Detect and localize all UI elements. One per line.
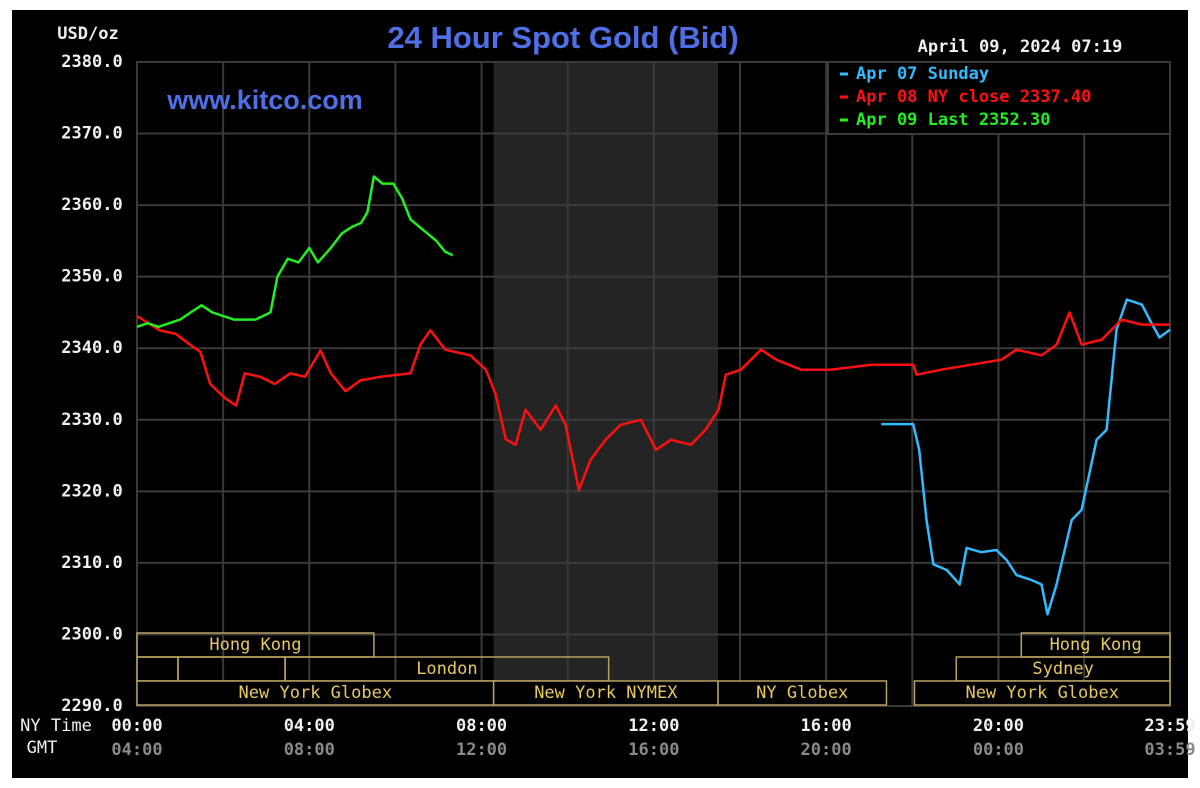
timestamp: April 09, 2024 07:19	[918, 37, 1123, 57]
x2-tick-label: 12:00	[456, 740, 507, 760]
chart-title: 24 Hour Spot Gold (Bid)	[387, 20, 738, 55]
y-tick-label: 2340.0	[61, 338, 122, 358]
unit-label: USD/oz	[57, 24, 118, 44]
y-tick-label: 2370.0	[61, 124, 122, 144]
x-tick-label: 04:00	[284, 716, 335, 736]
x2-tick-label: 00:00	[973, 740, 1024, 760]
y-tick-label: 2290.0	[61, 696, 122, 716]
y-tick-label: 2380.0	[61, 52, 122, 72]
session-box	[492, 680, 719, 706]
session-box	[913, 680, 1171, 706]
session-label: New York Globex	[965, 683, 1119, 703]
x2-tick-label: 08:00	[284, 740, 335, 760]
session-box	[717, 680, 888, 706]
y-tick-label: 2350.0	[61, 267, 122, 287]
legend-label: Apr 08 NY close 2337.40	[856, 87, 1091, 107]
session-label: Hong Kong	[1050, 635, 1142, 655]
plot-layer	[136, 61, 1171, 707]
watermark: www.kitco.com	[166, 85, 363, 115]
x2-axis-label: GMT	[27, 738, 58, 758]
x-tick-label: 23:59	[1144, 716, 1195, 736]
session-label: Hong Kong	[209, 635, 301, 655]
session-label: New York Globex	[239, 683, 393, 703]
legend-label: Apr 09 Last 2352.30	[856, 110, 1050, 130]
x2-tick-label: 20:00	[801, 740, 852, 760]
x2-tick-label: 03:59	[1144, 740, 1195, 760]
x2-tick-label: 04:00	[111, 740, 162, 760]
x-tick-label: 16:00	[801, 716, 852, 736]
x-tick-label: 00:00	[111, 716, 162, 736]
shaded-session	[493, 62, 719, 706]
y-tick-label: 2300.0	[61, 624, 122, 644]
y-tick-label: 2310.0	[61, 553, 122, 573]
series-line	[136, 175, 454, 329]
plot-frame	[136, 61, 1171, 707]
legend-box	[827, 61, 1171, 135]
series-line	[881, 298, 1171, 616]
session-box	[136, 680, 495, 706]
session-label: NY Globex	[756, 683, 848, 703]
x2-tick-label: 16:00	[628, 740, 679, 760]
x-tick-label: 08:00	[456, 716, 507, 736]
x-tick-label: 12:00	[628, 716, 679, 736]
series-line	[136, 311, 1170, 492]
session-label: London	[416, 659, 477, 679]
session-label: New York NYMEX	[534, 683, 678, 703]
session-box	[136, 632, 375, 658]
session-label: Sydney	[1032, 659, 1093, 679]
y-tick-label: 2320.0	[61, 481, 122, 501]
y-tick-label: 2360.0	[61, 195, 122, 215]
legend-label: Apr 07 Sunday	[856, 64, 989, 84]
x-tick-label: 20:00	[973, 716, 1024, 736]
y-tick-label: 2330.0	[61, 410, 122, 430]
x-axis-label: NY Time	[20, 716, 92, 736]
